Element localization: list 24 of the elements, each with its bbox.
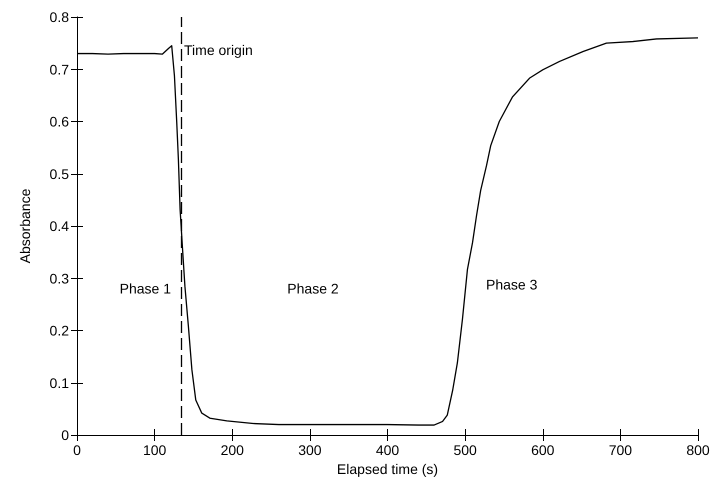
y-tick-label: 0.5	[50, 166, 70, 182]
annotation: Phase 1	[120, 280, 172, 297]
y-tick-label: 0.7	[50, 61, 70, 78]
x-tick-label: 500	[453, 442, 478, 458]
x-tick-label: 800	[686, 442, 710, 458]
x-tick-label: 100	[142, 442, 167, 458]
y-tick-label: 0.6	[50, 114, 70, 130]
x-tick-label: 300	[298, 442, 322, 458]
y-tick-label: 0.2	[50, 322, 70, 338]
y-tick-label: 0.1	[50, 374, 70, 391]
y-tick-label: 0	[61, 427, 70, 443]
x-tick-label: 0	[73, 442, 82, 458]
annotation: Phase 3	[486, 276, 538, 293]
y-tick-label: 0.3	[50, 270, 70, 286]
y-axis-title: Absorbance	[17, 188, 33, 264]
x-tick-label: 600	[531, 442, 555, 458]
annotation: Phase 2	[287, 280, 339, 297]
ref-line-label: Time origin	[184, 42, 253, 58]
x-tick-label: 700	[608, 442, 632, 458]
y-tick-label: 0.4	[50, 218, 70, 234]
x-axis-title: Elapsed time (s)	[336, 460, 438, 477]
x-tick-label: 200	[220, 442, 244, 458]
y-tick-label: 0.8	[50, 9, 70, 25]
x-tick-label: 400	[376, 442, 400, 458]
